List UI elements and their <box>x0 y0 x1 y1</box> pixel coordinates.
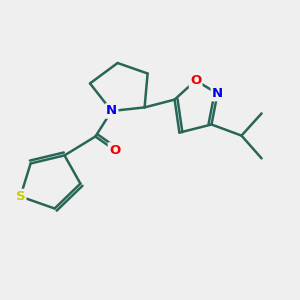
Text: O: O <box>109 143 120 157</box>
Text: S: S <box>16 190 25 203</box>
Text: N: N <box>212 87 223 100</box>
Text: N: N <box>106 104 117 118</box>
Text: O: O <box>190 74 201 87</box>
